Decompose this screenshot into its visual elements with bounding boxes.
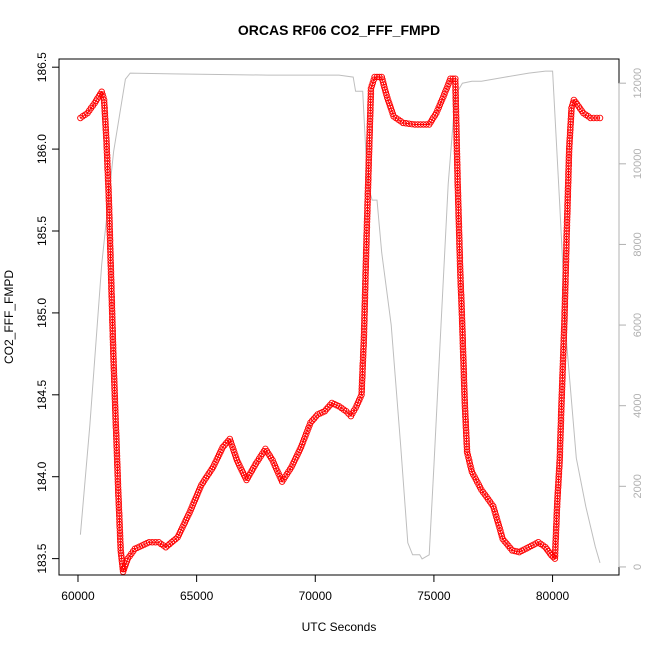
co2-point (447, 75, 454, 82)
co2-point (587, 114, 594, 122)
y2-tick-label: 4000 (632, 393, 644, 417)
co2-point (368, 82, 376, 89)
altitude-series (79, 70, 601, 564)
co2-point (310, 415, 318, 422)
y2-tick-label: 10000 (632, 149, 644, 180)
chart-title: ORCAS RF06 CO2_FFF_FMPD (238, 22, 440, 38)
y-tick-label: 184.0 (35, 461, 49, 491)
y-tick-label: 186.5 (35, 52, 49, 82)
co2-point (367, 85, 375, 92)
co2-point (508, 547, 516, 554)
co2-point (570, 96, 578, 104)
co2-point (312, 413, 320, 420)
co2-point (549, 553, 557, 561)
co2-point (373, 73, 381, 81)
y-tick-label: 185.5 (35, 216, 49, 246)
co2-series (77, 73, 604, 575)
co2-point (569, 99, 577, 106)
co2-point (511, 547, 518, 555)
co2-point (172, 535, 179, 543)
co2-point (402, 120, 410, 127)
y-axis: 183.5 184.0 184.5 185.0 185.5 186.0 186.5 (35, 52, 60, 574)
co2-point (219, 443, 226, 451)
plot-frame (58, 58, 620, 576)
y2-tick-label: 8000 (632, 232, 644, 256)
co2-line (80, 76, 600, 572)
x-tick-label: 65000 (180, 589, 214, 603)
x-axis-label: UTC Seconds (302, 620, 377, 634)
co2-point (369, 79, 377, 87)
x-tick-label: 70000 (299, 589, 333, 603)
co2-point (593, 114, 601, 122)
co2-point (164, 542, 172, 549)
co2-point (309, 417, 316, 424)
co2-point (326, 401, 334, 409)
co2-point (170, 537, 177, 544)
co2-point (162, 543, 170, 551)
co2-point (299, 438, 307, 446)
co2-point (221, 441, 228, 449)
y-tick-label: 183.5 (35, 543, 49, 573)
co2-point (145, 538, 153, 546)
co2-point (467, 465, 475, 473)
y2-tick-label: 0 (632, 564, 644, 570)
x-axis: 60000 65000 70000 75000 80000 (61, 574, 570, 603)
co2-point (307, 419, 314, 426)
y2-tick-label: 12000 (632, 68, 644, 99)
y-tick-label: 186.0 (35, 134, 49, 164)
co2-point (590, 114, 597, 122)
co2-point (498, 532, 506, 540)
co2-point (224, 437, 232, 445)
y2-axis: 0 2000 4000 6000 8000 10000 12000 (618, 68, 644, 570)
co2-point (323, 405, 330, 413)
co2-point (371, 73, 378, 81)
co2-point (543, 545, 551, 553)
co2-point (596, 114, 604, 122)
y-tick-label: 184.5 (35, 379, 49, 409)
y-axis-label: CO2_FFF_FMPD (2, 270, 16, 364)
co2-point (166, 540, 173, 548)
y2-tick-label: 6000 (632, 313, 644, 337)
x-tick-label: 75000 (417, 589, 451, 603)
co2-point (149, 538, 156, 546)
co2-point (325, 403, 332, 411)
co2-point (321, 407, 329, 415)
co2-point (303, 430, 310, 437)
co2-point (168, 538, 175, 546)
x-tick-label: 60000 (61, 589, 95, 603)
x-tick-label: 80000 (536, 589, 570, 603)
co2-point (501, 538, 508, 545)
y-tick-label: 185.0 (35, 298, 49, 328)
y2-tick-label: 2000 (632, 474, 644, 498)
altitude-line (79, 70, 601, 564)
